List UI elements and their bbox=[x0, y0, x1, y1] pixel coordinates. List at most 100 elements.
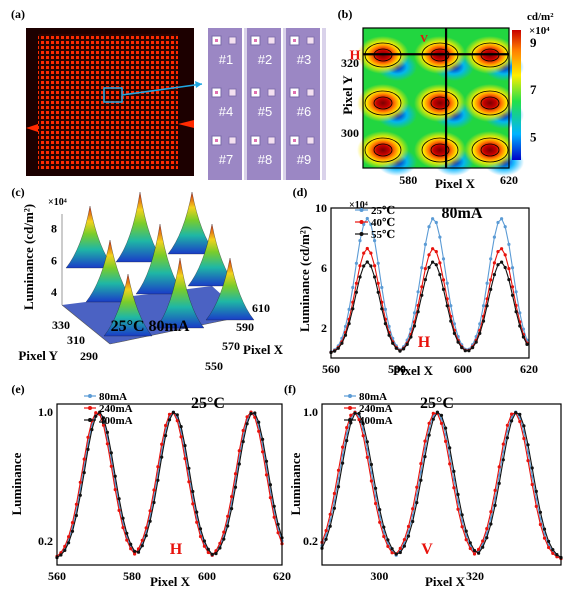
data-point bbox=[336, 346, 340, 350]
data-point bbox=[472, 548, 477, 553]
data-point bbox=[448, 446, 452, 450]
data-point bbox=[481, 545, 485, 549]
data-point bbox=[237, 462, 241, 466]
data-point bbox=[70, 521, 75, 525]
x-axis-label: Pixel X bbox=[435, 176, 476, 191]
data-point bbox=[460, 525, 464, 529]
led-contact bbox=[228, 136, 237, 145]
panel-b: (b) H V 320 300 580 620 Pixel X Pixel Y cd/m² ×10⁴… bbox=[338, 7, 555, 191]
data-point bbox=[420, 285, 424, 289]
heatmap-contour bbox=[471, 90, 509, 116]
data-point bbox=[547, 545, 551, 550]
chart-d-frame bbox=[330, 207, 530, 359]
y-tick-label: 1.0 bbox=[38, 405, 53, 419]
legend-marker bbox=[348, 394, 352, 398]
data-point bbox=[195, 520, 199, 524]
data-point bbox=[369, 222, 373, 226]
data-point bbox=[387, 333, 391, 337]
data-point bbox=[333, 349, 337, 353]
y-tick-label: 0.2 bbox=[38, 534, 53, 548]
data-point bbox=[129, 547, 133, 551]
panel-a: (a) #1 #2 #3 #4 #5 #6 #7 #8 #9 bbox=[11, 7, 328, 180]
panel-label-f: (f) bbox=[284, 382, 296, 396]
data-point bbox=[555, 555, 559, 559]
data-point bbox=[434, 220, 438, 225]
data-point bbox=[444, 439, 448, 443]
heatmap-spot bbox=[357, 131, 409, 169]
data-point bbox=[493, 503, 497, 507]
led-contact bbox=[228, 88, 237, 97]
data-point bbox=[496, 220, 500, 225]
data-point bbox=[67, 541, 71, 545]
data-point bbox=[481, 539, 485, 543]
heatmap-spot bbox=[464, 84, 516, 122]
legend-marker bbox=[348, 406, 352, 410]
data-point bbox=[460, 513, 464, 517]
data-point bbox=[167, 412, 172, 416]
data-point bbox=[129, 542, 133, 546]
data-point bbox=[481, 304, 486, 308]
led-chip bbox=[293, 39, 296, 42]
data-point bbox=[354, 261, 358, 265]
surface-axis bbox=[61, 304, 111, 345]
data-point bbox=[365, 246, 369, 251]
annotation-current: 80mA bbox=[442, 205, 483, 222]
data-point bbox=[489, 278, 493, 282]
data-point bbox=[268, 496, 272, 500]
data-point bbox=[500, 260, 504, 264]
y-tick-label: 0.2 bbox=[303, 534, 318, 548]
data-point bbox=[489, 287, 493, 291]
data-point bbox=[347, 322, 351, 326]
x-tick-label: 570 bbox=[222, 339, 240, 353]
data-point bbox=[525, 342, 529, 346]
data-point bbox=[530, 482, 534, 487]
data-point bbox=[423, 455, 427, 459]
data-point bbox=[441, 287, 446, 291]
legend-marker bbox=[359, 208, 364, 212]
data-point bbox=[222, 537, 226, 541]
legend-marker bbox=[88, 394, 92, 398]
data-point bbox=[445, 281, 449, 285]
data-point bbox=[452, 331, 456, 335]
data-point bbox=[438, 235, 442, 239]
data-point bbox=[94, 414, 98, 418]
series-line-2 bbox=[56, 411, 283, 559]
data-point bbox=[427, 421, 431, 425]
led-chip bbox=[293, 139, 296, 142]
data-point bbox=[70, 529, 75, 533]
data-point bbox=[261, 450, 265, 454]
legend-label: 25℃ bbox=[371, 205, 395, 217]
data-point bbox=[272, 515, 276, 519]
data-point bbox=[94, 411, 98, 415]
data-point bbox=[478, 331, 482, 335]
zoom-cell-label: #8 bbox=[258, 152, 272, 167]
data-point bbox=[378, 520, 382, 524]
data-point bbox=[109, 451, 113, 455]
data-point bbox=[555, 553, 559, 557]
led-contact bbox=[228, 36, 237, 45]
data-point bbox=[374, 501, 378, 506]
data-point bbox=[460, 346, 464, 350]
data-point bbox=[518, 311, 522, 315]
data-point bbox=[376, 290, 380, 294]
data-point bbox=[167, 418, 172, 422]
y-axis-label: Luminance bbox=[288, 452, 303, 515]
data-point bbox=[522, 424, 526, 428]
data-point bbox=[416, 310, 420, 314]
data-point bbox=[394, 346, 398, 350]
data-point bbox=[233, 485, 238, 489]
data-point bbox=[380, 307, 384, 311]
data-point bbox=[427, 265, 431, 270]
data-point bbox=[144, 526, 148, 530]
data-point bbox=[510, 419, 514, 423]
heatmap-contour bbox=[373, 143, 393, 157]
colorbar-unit: cd/m² bbox=[527, 11, 554, 23]
data-point bbox=[136, 547, 141, 551]
data-point bbox=[526, 443, 530, 447]
data-point bbox=[268, 483, 272, 487]
heatmap-frame bbox=[362, 27, 510, 169]
heatmap-spot bbox=[357, 84, 409, 122]
y-tick-label: 310 bbox=[67, 333, 85, 347]
y-tick-label: 6 bbox=[321, 261, 327, 275]
data-point bbox=[415, 485, 419, 489]
